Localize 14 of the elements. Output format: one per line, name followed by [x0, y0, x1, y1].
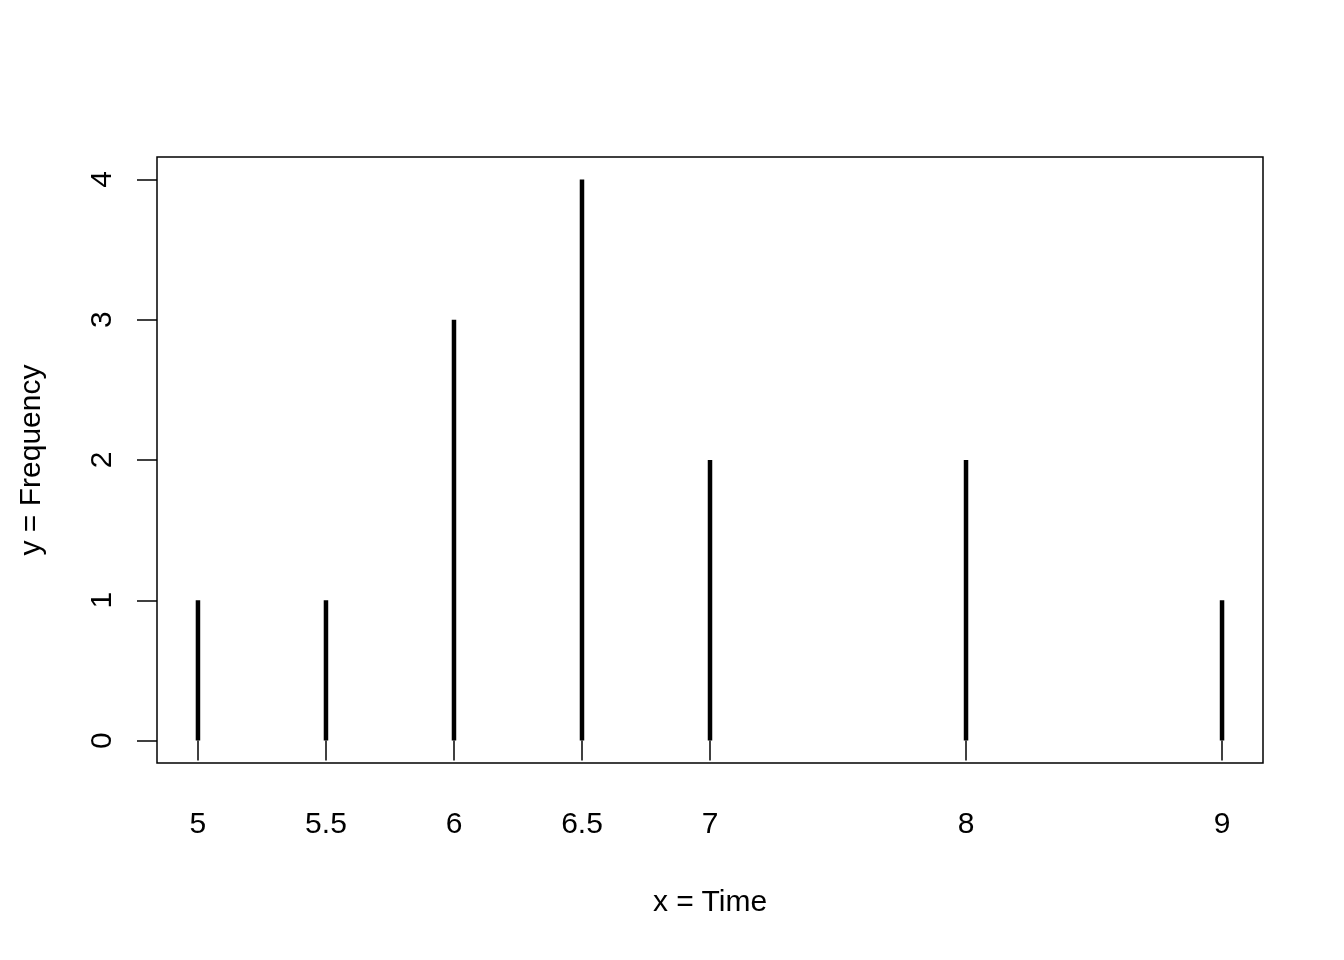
- x-tick-label: 6.5: [561, 805, 603, 839]
- y-tick-label: 0: [83, 732, 117, 749]
- x-tick-label: 5.5: [305, 805, 347, 839]
- x-axis-title: x = Time: [652, 883, 768, 917]
- x-tick-label: 7: [701, 805, 719, 839]
- y-axis-title: y = Frequency: [12, 364, 46, 556]
- y-tick-label: 1: [83, 591, 117, 609]
- y-tick-label: 4: [83, 171, 117, 188]
- x-tick-label: 5: [189, 805, 207, 839]
- x-tick-label: 9: [1213, 805, 1231, 839]
- y-tick-label: 3: [83, 311, 117, 329]
- x-tick-label: 6: [445, 805, 463, 839]
- x-tick-label: 8: [957, 805, 975, 839]
- y-tick-label: 2: [83, 451, 117, 469]
